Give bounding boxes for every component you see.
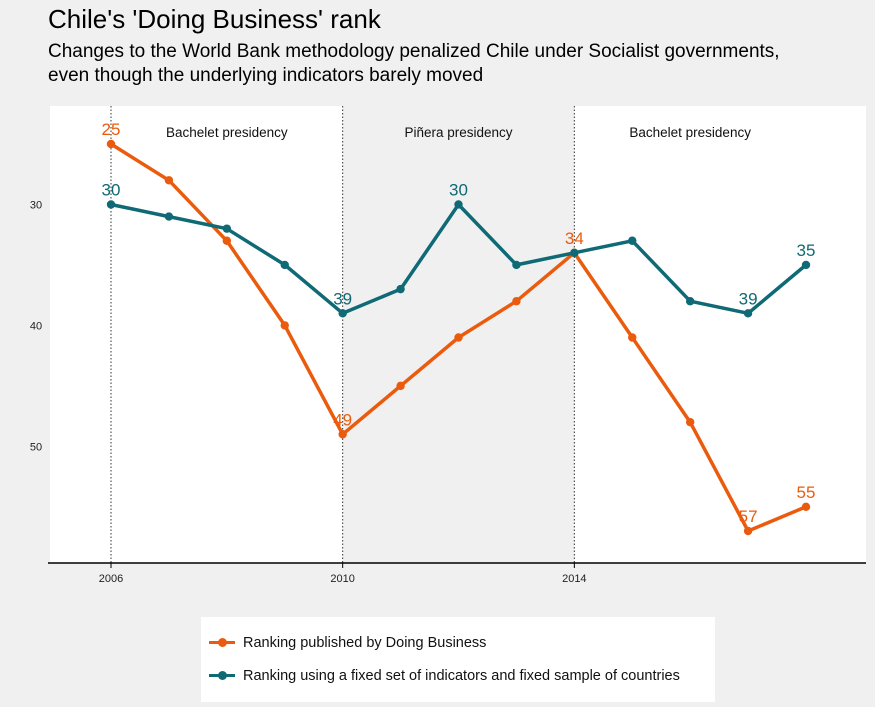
period-labels: Bachelet presidency Piñera presidency Bach… (166, 125, 751, 140)
period-label-3: Bachelet presidency (629, 125, 751, 140)
point-fixed-2009 (280, 260, 289, 270)
period-backgrounds (50, 106, 866, 563)
data-label-published-2006: 25 (102, 120, 121, 139)
x-tick-label-2014: 2014 (562, 573, 586, 585)
point-published-2010 (338, 430, 347, 439)
period-label-2: Piñera presidency (404, 125, 512, 140)
data-label-published-2014: 34 (565, 229, 584, 248)
data-label-published-2018: 55 (797, 483, 816, 502)
point-published-2013 (512, 297, 521, 306)
point-published-2009 (280, 321, 289, 330)
point-fixed-2007 (164, 212, 174, 221)
point-fixed-2014 (570, 248, 579, 258)
legend-item-published: Ranking published by Doing Business (207, 633, 486, 653)
point-published-2006 (106, 139, 116, 149)
legend-label-published: Ranking published by Doing Business (243, 635, 487, 651)
legend-label-fixed: Ranking using a fixed set of indicators … (243, 668, 680, 684)
y-tick-label-40: 40 (30, 320, 42, 332)
point-fixed-2013 (512, 260, 521, 270)
point-published-2015 (628, 333, 637, 342)
data-label-published-2010: 49 (333, 410, 352, 429)
point-fixed-2016 (685, 297, 695, 306)
period-dividers (110, 106, 575, 563)
subtitle-line-1: Changes to the World Bank methodology pe… (48, 41, 780, 62)
y-tick-label-30: 30 (30, 199, 42, 211)
point-published-2017 (743, 526, 753, 536)
legend-key-published (207, 633, 237, 653)
period-background-1 (50, 106, 343, 563)
x-tick-label-2010: 2010 (330, 573, 354, 585)
point-fixed-2012 (454, 200, 463, 209)
point-fixed-2006 (106, 200, 116, 209)
point-fixed-2018 (801, 260, 811, 270)
point-fixed-2017 (743, 309, 753, 318)
point-fixed-2008 (222, 224, 232, 233)
data-label-fixed-2018: 35 (797, 241, 816, 260)
point-published-2007 (164, 176, 174, 185)
x-tick-label-2006: 2006 (99, 573, 123, 585)
legend-key-fixed (207, 666, 237, 686)
point-published-2016 (685, 417, 695, 427)
point-fixed-2011 (396, 284, 405, 294)
subtitle-line-2: even though the underlying indicators ba… (48, 65, 484, 86)
data-label-published-2017: 57 (739, 507, 758, 526)
point-fixed-2010 (338, 309, 347, 318)
axes: 2006 2010 2014 30 40 50 (30, 199, 866, 585)
chart-title: Chile's 'Doing Business' rank (48, 4, 381, 34)
data-points (106, 139, 811, 536)
data-label-fixed-2017: 39 (739, 289, 758, 308)
period-label-1: Bachelet presidency (166, 125, 288, 140)
legend-item-fixed: Ranking using a fixed set of indicators … (207, 666, 680, 686)
y-tick-label-50: 50 (30, 441, 42, 453)
chart-legend: Ranking published by Doing Business Rank… (201, 617, 715, 702)
point-published-2012 (454, 333, 463, 342)
point-published-2011 (396, 381, 405, 391)
data-label-fixed-2010: 39 (333, 289, 352, 308)
point-published-2018 (801, 502, 811, 512)
data-labels: 25 49 34 57 55 30 39 30 39 35 (102, 120, 816, 526)
chart-subtitle: Changes to the World Bank methodology pe… (48, 40, 873, 88)
data-label-fixed-2012: 30 (449, 180, 468, 199)
period-background-3 (574, 106, 866, 563)
data-label-fixed-2006: 30 (102, 180, 121, 199)
point-fixed-2015 (628, 236, 637, 245)
point-published-2008 (222, 236, 232, 245)
